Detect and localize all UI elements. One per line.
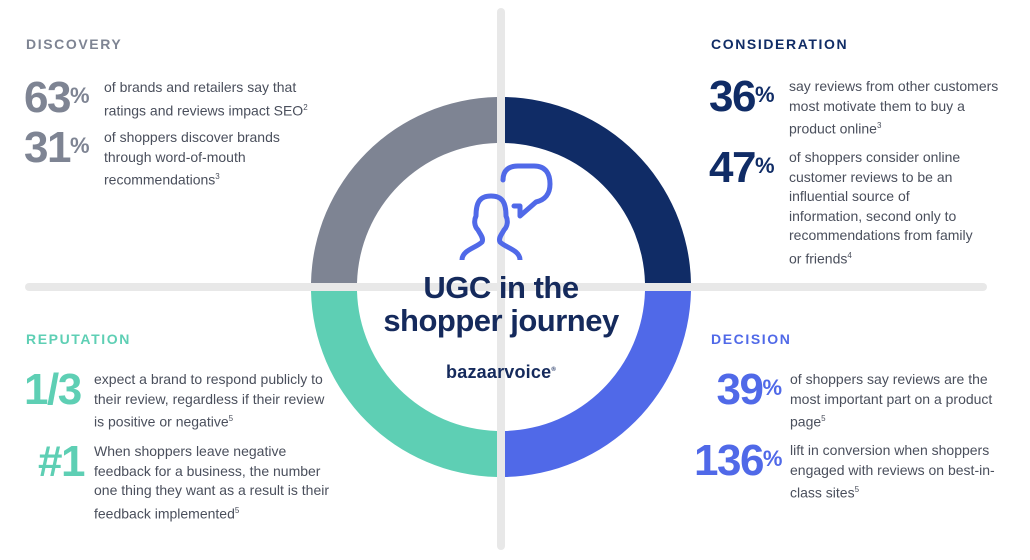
center-badge: UGC in the shopper journey bazaarvoice® (356, 160, 646, 383)
center-title-line2: shopper journey (383, 303, 619, 338)
stat-consideration-1: 36% say reviews from other customers mos… (709, 72, 1009, 139)
stat-number: 47% (709, 143, 775, 192)
stat-description: of shoppers consider online customer rev… (789, 149, 973, 267)
logo-mark: ® (551, 367, 556, 373)
stat-decision-1: 39% of shoppers say reviews are the most… (694, 365, 1010, 432)
stat-description: of shoppers say reviews are the most imp… (790, 371, 993, 430)
center-title-line1: UGC in the (423, 270, 579, 305)
stat-number: 31% (24, 123, 90, 172)
user-speech-bubble-icon (459, 163, 553, 263)
section-label-decision: DECISION (711, 331, 792, 347)
stat-number: 36% (709, 72, 775, 121)
ring-segment-consideration (505, 97, 691, 283)
stat-consideration-2: 47% of shoppers consider online customer… (709, 143, 985, 269)
horizontal-divider (25, 283, 987, 291)
section-label-consideration: CONSIDERATION (711, 36, 849, 52)
stat-description: say reviews from other customers most mo… (789, 78, 999, 137)
stat-number: 136% (694, 436, 783, 485)
stat-description: lift in conversion when shoppers engaged… (790, 442, 995, 501)
section-label-reputation: REPUTATION (26, 331, 131, 347)
stat-description: of shoppers discover brands through word… (104, 129, 280, 188)
stat-description: When shoppers leave negative feedback fo… (94, 443, 330, 522)
stat-discovery-1: 63% of brands and retailers say that rat… (24, 73, 314, 122)
stat-decision-2: 136% lift in conversion when shoppers en… (694, 436, 1010, 503)
stat-number: 39% (716, 365, 782, 414)
center-title: UGC in the shopper journey (356, 271, 646, 337)
logo-text: bazaarvoice (446, 362, 552, 382)
stat-description: expect a brand to respond publicly to th… (94, 371, 325, 430)
vertical-divider (497, 8, 505, 550)
ring-segment-decision (505, 291, 691, 477)
stat-number: 63% (24, 73, 90, 122)
stat-discovery-2: 31% of shoppers discover brands through … (24, 123, 294, 190)
stat-reputation-2: #1 When shoppers leave negative feedback… (24, 437, 339, 524)
section-label-discovery: DISCOVERY (26, 36, 123, 52)
bazaarvoice-logo: bazaarvoice® (356, 362, 646, 383)
ring-segment-reputation (311, 291, 497, 477)
stat-number: 1/3 (24, 365, 82, 414)
stat-reputation-1: 1/3 expect a brand to respond publicly t… (24, 365, 334, 432)
stat-description: of brands and retailers say that ratings… (104, 79, 308, 119)
ring-segment-discovery (311, 97, 497, 283)
stat-number: #1 (38, 437, 85, 486)
